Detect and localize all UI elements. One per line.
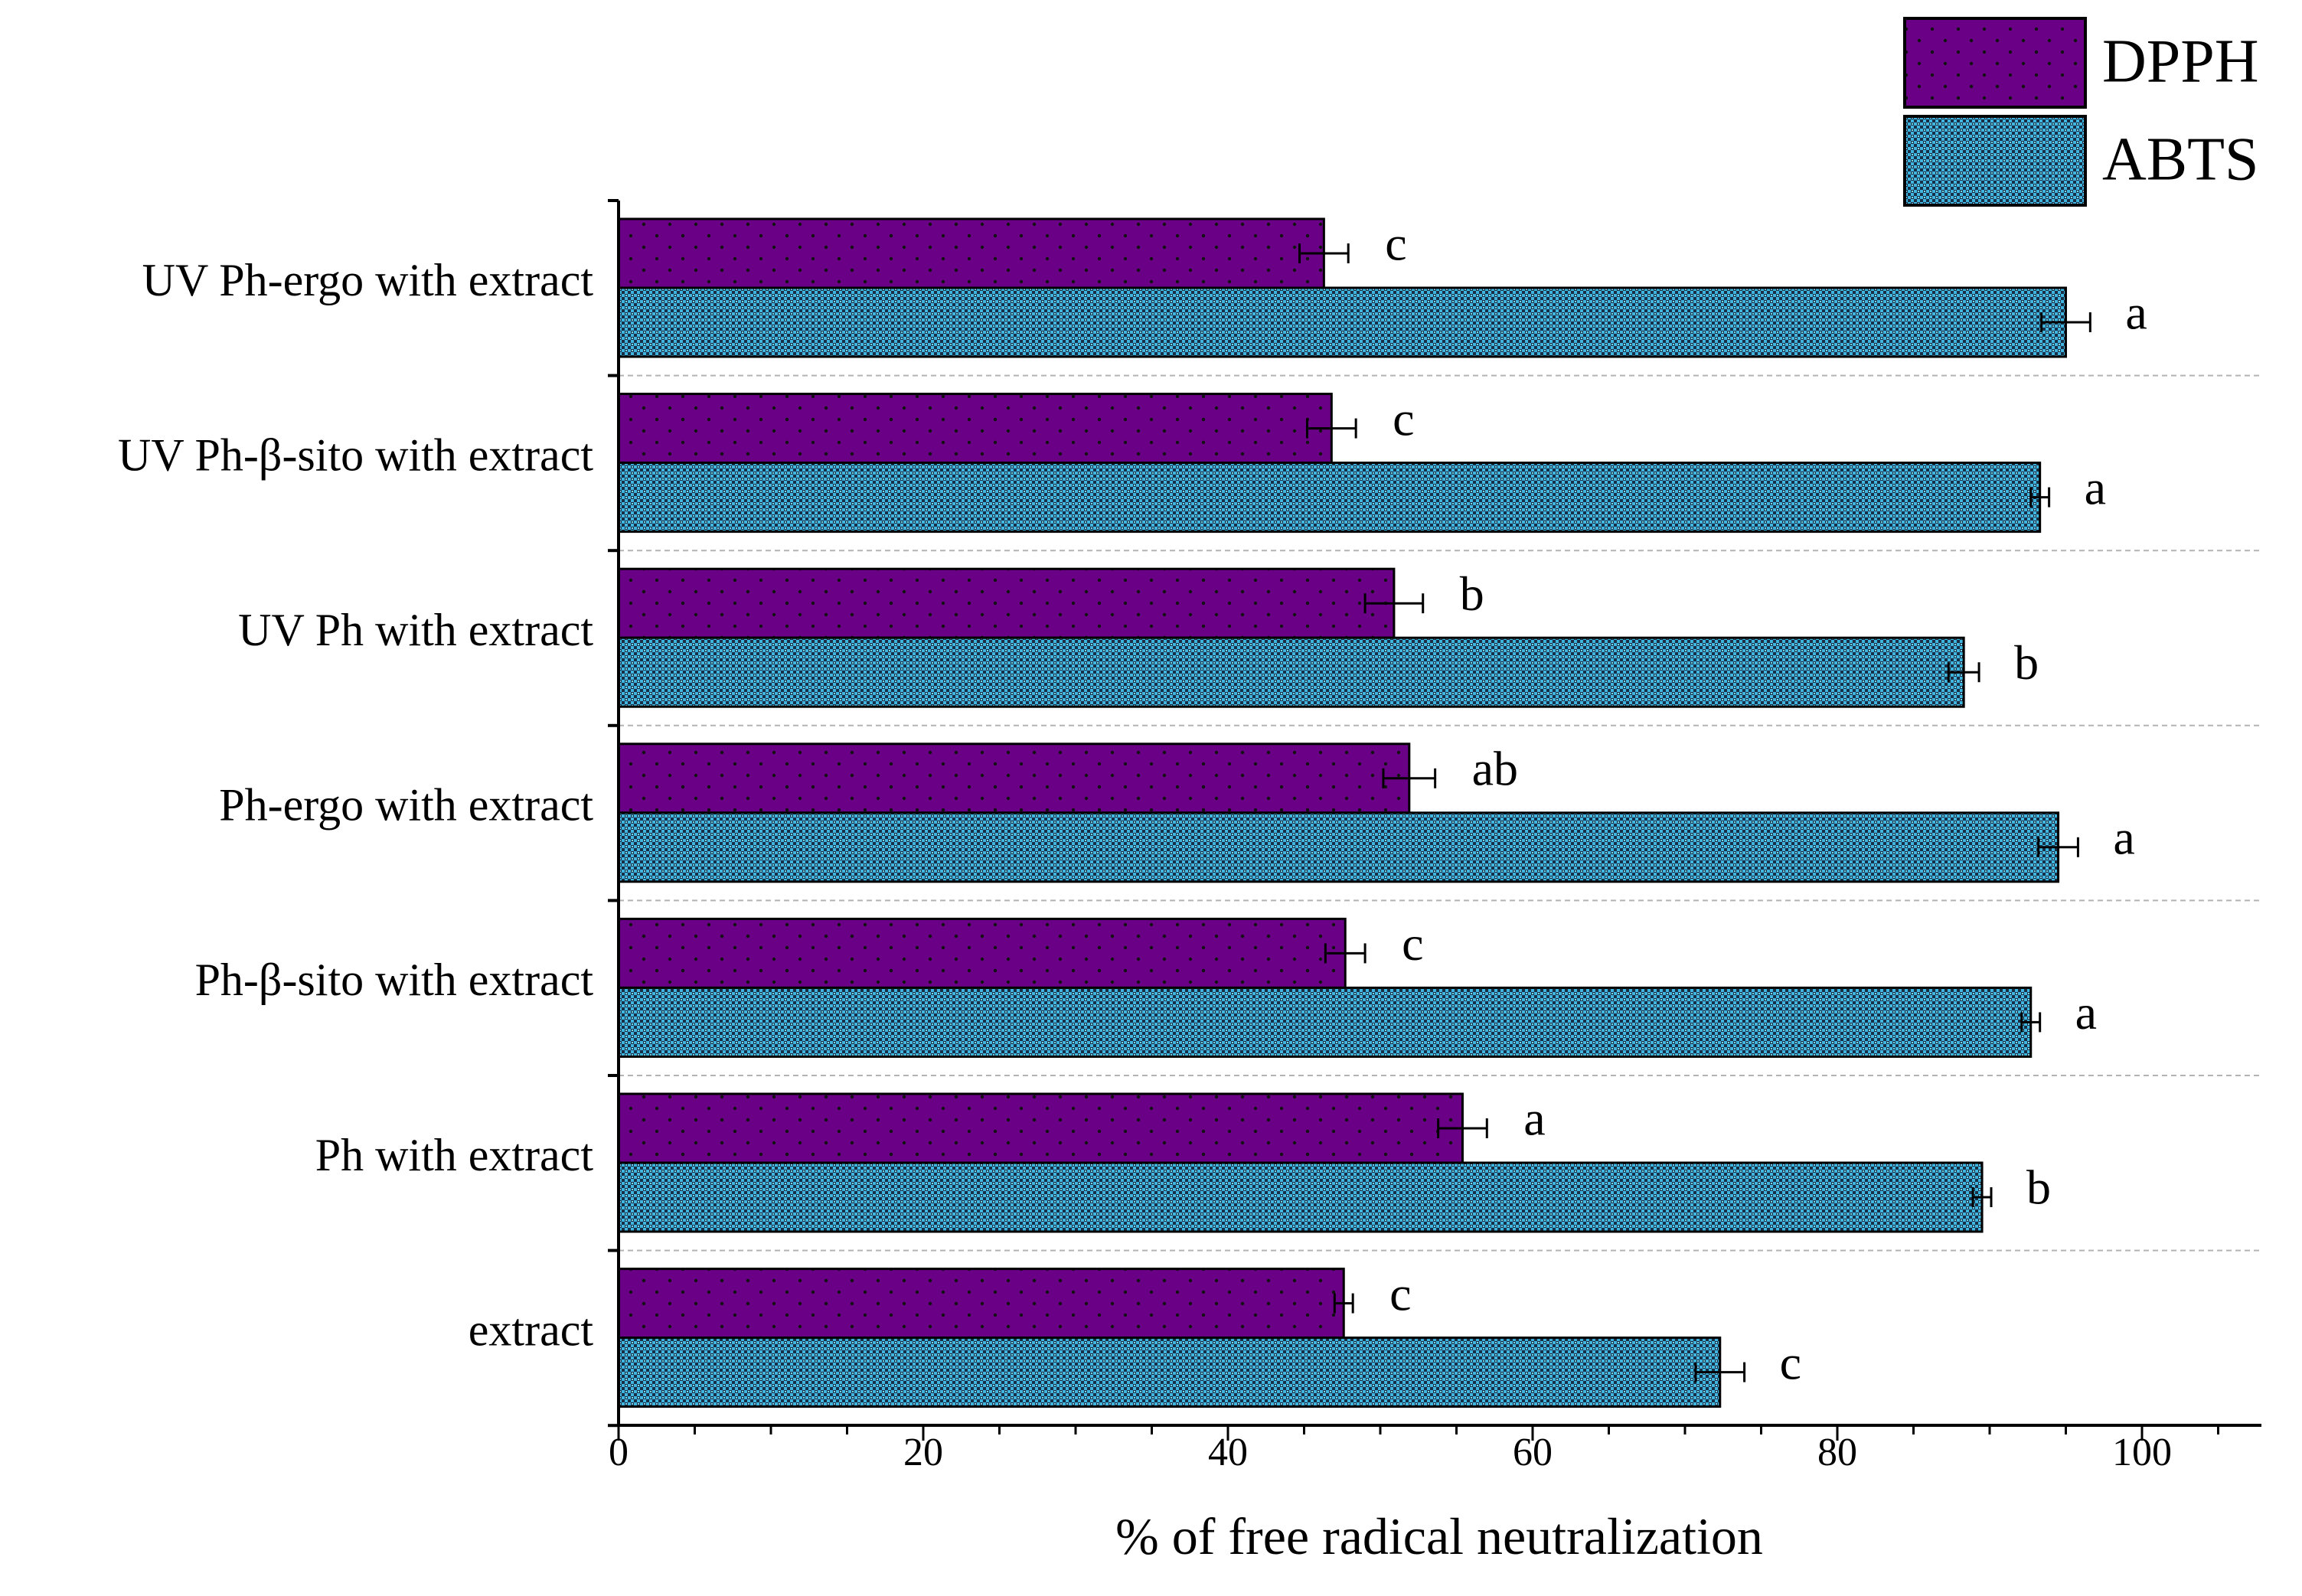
- significance-label: a: [2085, 460, 2106, 514]
- category-label: Ph with extract: [315, 1130, 594, 1180]
- category-label: UV Ph with extract: [238, 605, 593, 655]
- significance-label: a: [2075, 985, 2097, 1040]
- significance-label: c: [1402, 916, 1423, 971]
- bar-dpph: [617, 1092, 1464, 1164]
- significance-label: b: [1460, 566, 1484, 621]
- labels: UV Ph-ergo with extract c a UV Ph-β-sito wi…: [118, 217, 2172, 1565]
- significance-label: a: [2113, 810, 2134, 864]
- bar-dpph: [617, 743, 1411, 814]
- significance-label: a: [1523, 1092, 1545, 1146]
- bar-abts: [617, 986, 2033, 1058]
- significance-label: c: [1780, 1335, 1801, 1389]
- x-tick-label: 0: [609, 1431, 629, 1474]
- significance-label: b: [2026, 1160, 2051, 1215]
- legend-label-abts: ABTS: [2102, 126, 2259, 193]
- x-tick-label: 60: [1513, 1431, 1553, 1474]
- legend: DPPH ABTS: [1903, 17, 2259, 207]
- category-label: UV Ph-ergo with extract: [142, 255, 594, 305]
- category-label: Ph-ergo with extract: [219, 780, 593, 831]
- x-tick-label: 100: [2112, 1431, 2172, 1474]
- category-label: Ph-β-sito with extract: [195, 955, 594, 1005]
- bar-abts: [617, 462, 2042, 534]
- legend-swatch-abts: [1903, 115, 2087, 207]
- category-separators: [619, 374, 2261, 1252]
- significance-label: a: [2125, 286, 2147, 340]
- x-tick-label: 80: [1817, 1431, 1857, 1474]
- bar-abts: [617, 286, 2067, 358]
- significance-label: c: [1389, 1266, 1411, 1320]
- bar-abts: [617, 1161, 1984, 1233]
- bar-dpph: [617, 567, 1396, 639]
- bars: [617, 217, 2091, 1408]
- category-label: extract: [469, 1304, 594, 1355]
- x-tick-label: 40: [1208, 1431, 1248, 1474]
- significance-label: c: [1393, 391, 1414, 446]
- significance-label: c: [1385, 217, 1406, 271]
- axes: [608, 199, 2261, 1441]
- bar-dpph: [617, 1268, 1345, 1340]
- bar-abts: [617, 811, 2060, 883]
- bar-dpph: [617, 917, 1347, 989]
- legend-label-dpph: DPPH: [2102, 28, 2259, 95]
- bar-dpph: [617, 217, 1325, 289]
- category-label: UV Ph-β-sito with extract: [118, 429, 593, 480]
- x-tick-label: 20: [903, 1431, 943, 1474]
- bar-abts: [617, 636, 1965, 708]
- legend-swatch-dpph: [1903, 17, 2087, 109]
- significance-label: ab: [1472, 741, 1518, 795]
- bar-abts: [617, 1337, 1722, 1408]
- x-axis-title: % of free radical neutralization: [1115, 1507, 1763, 1565]
- significance-label: b: [2014, 635, 2039, 690]
- bar-dpph: [617, 393, 1333, 465]
